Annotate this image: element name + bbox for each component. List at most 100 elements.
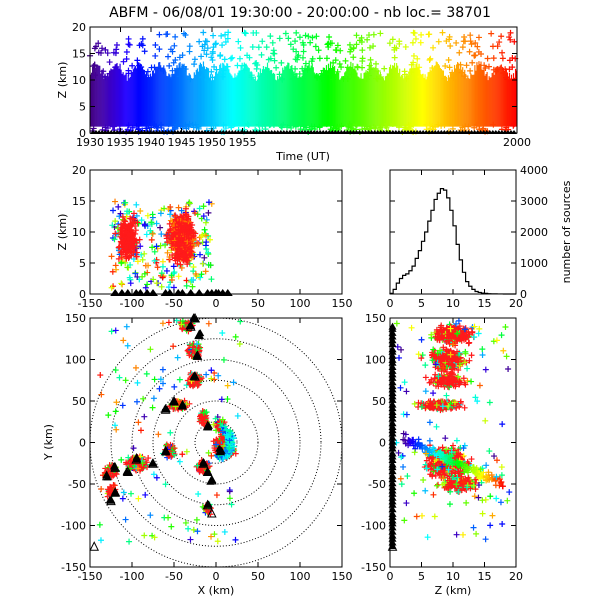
- source-marker: [175, 355, 181, 361]
- source-marker: [219, 330, 225, 336]
- y-tick-label: 150: [65, 312, 86, 325]
- x-tick-label: -100: [120, 297, 145, 310]
- y-tick-label: 5: [79, 101, 86, 114]
- source-marker: [202, 227, 208, 233]
- source-marker: [447, 43, 453, 49]
- source-marker: [187, 537, 193, 543]
- source-marker: [256, 44, 262, 50]
- source-marker: [418, 40, 424, 46]
- histogram-frame: [390, 170, 516, 294]
- source-marker: [469, 352, 475, 358]
- source-marker: [112, 422, 118, 428]
- source-marker: [337, 48, 343, 54]
- source-marker: [118, 280, 124, 286]
- source-marker: [200, 30, 206, 36]
- source-marker: [228, 56, 234, 62]
- source-marker: [177, 459, 183, 465]
- source-marker: [467, 49, 473, 55]
- source-marker: [145, 455, 151, 461]
- source-marker: [208, 453, 214, 459]
- source-marker: [271, 51, 277, 57]
- y-tick-label: -150: [61, 561, 86, 574]
- source-marker: [243, 30, 249, 36]
- source-marker: [115, 204, 121, 210]
- source-marker: [373, 61, 379, 67]
- source-marker: [135, 496, 141, 502]
- x-tick-label: 100: [290, 570, 311, 583]
- source-marker: [278, 60, 284, 66]
- source-marker: [194, 517, 200, 523]
- source-marker: [447, 64, 453, 70]
- source-marker: [254, 66, 260, 72]
- source-marker: [142, 48, 148, 54]
- source-marker: [214, 492, 220, 498]
- source-marker: [442, 63, 448, 69]
- source-marker: [138, 427, 144, 433]
- source-marker: [208, 276, 214, 282]
- x-tick-label: 1945: [168, 136, 196, 149]
- source-marker: [410, 40, 416, 46]
- y-tick-label: 15: [72, 48, 86, 61]
- source-marker: [124, 49, 130, 55]
- source-marker: [229, 501, 235, 507]
- y-tick-label: 5: [79, 257, 86, 270]
- source-marker: [485, 56, 491, 62]
- x-tick-label: 1940: [137, 136, 165, 149]
- source-marker: [233, 334, 239, 340]
- histogram-steps: [390, 189, 516, 294]
- source-marker: [160, 264, 166, 270]
- source-marker: [227, 488, 233, 494]
- source-marker: [144, 371, 150, 377]
- time-height-sources: [87, 29, 518, 135]
- source-marker: [259, 52, 265, 58]
- x-tick-label: -50: [165, 297, 183, 310]
- source-marker: [491, 55, 497, 61]
- source-marker: [456, 50, 462, 56]
- source-marker: [127, 42, 133, 48]
- source-marker: [109, 253, 115, 259]
- source-marker: [337, 61, 343, 67]
- source-marker: [177, 377, 183, 383]
- y-tick-label: 20: [72, 164, 86, 177]
- source-marker: [259, 38, 265, 44]
- source-marker: [488, 31, 494, 37]
- source-marker: [164, 268, 170, 274]
- source-marker: [460, 44, 466, 50]
- station-fill: [204, 500, 212, 507]
- source-marker: [253, 30, 259, 36]
- source-marker: [277, 35, 283, 41]
- source-marker: [217, 52, 223, 58]
- x-tick-label: -100: [120, 570, 145, 583]
- histogram-line: [390, 189, 516, 294]
- source-marker: [120, 337, 126, 343]
- x-height-z-label: Z (km): [56, 214, 69, 251]
- source-marker: [273, 65, 279, 71]
- source-marker: [486, 64, 492, 70]
- source-marker: [147, 346, 153, 352]
- source-marker: [160, 320, 166, 326]
- plan-view-sources: [90, 313, 243, 550]
- source-marker: [210, 57, 216, 63]
- source-marker: [293, 30, 299, 36]
- x-tick-label: 100: [290, 297, 311, 310]
- source-marker: [158, 210, 164, 216]
- source-marker: [343, 58, 349, 64]
- y-tick-label: 15: [72, 195, 86, 208]
- source-marker: [133, 365, 139, 371]
- source-marker: [144, 231, 150, 237]
- source-marker: [184, 283, 190, 289]
- source-marker: [156, 46, 162, 52]
- source-marker: [490, 43, 496, 49]
- source-marker: [160, 367, 166, 373]
- source-marker: [464, 62, 470, 68]
- source-marker: [205, 210, 211, 216]
- x-tick-label: -50: [165, 570, 183, 583]
- source-marker: [498, 33, 504, 39]
- source-marker: [215, 373, 221, 379]
- x-tick-label: 1935: [107, 136, 135, 149]
